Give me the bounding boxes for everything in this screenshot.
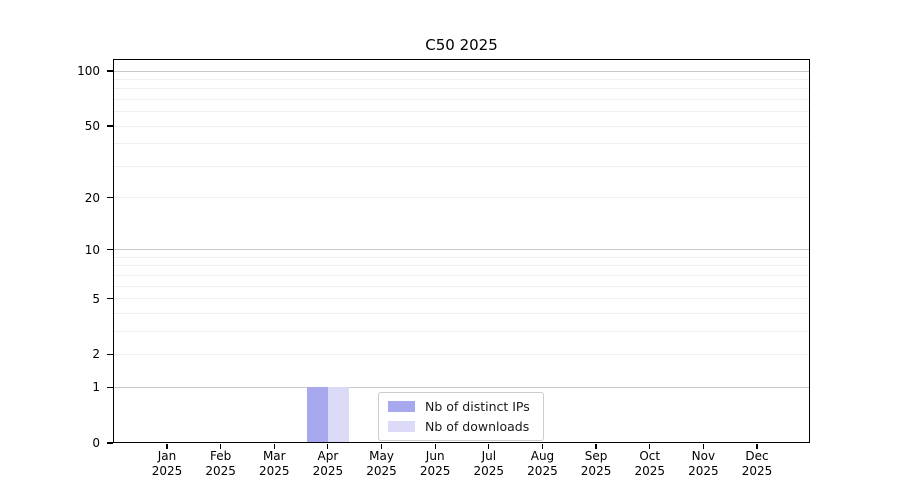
x-tick-label: Nov 2025 <box>688 449 719 478</box>
legend: Nb of distinct IPs Nb of downloads <box>378 392 544 441</box>
x-tick-label: Feb 2025 <box>205 449 236 478</box>
gridline-major <box>113 70 810 72</box>
y-tick-mark <box>107 386 113 388</box>
gridline-minor <box>113 330 810 332</box>
x-tick-mark <box>649 444 651 449</box>
y-tick-mark <box>107 353 113 356</box>
gridline-minor <box>113 165 810 167</box>
y-tick-label: 5 <box>92 291 100 306</box>
gridline-minor <box>113 312 810 314</box>
x-tick-mark <box>702 444 704 449</box>
gridline-major <box>113 386 810 388</box>
gridline-minor <box>113 285 810 287</box>
y-tick-mark <box>107 249 113 251</box>
x-tick-label: Mar 2025 <box>258 449 290 478</box>
y-tick-label: 50 <box>84 119 100 134</box>
y-tick-mark <box>107 442 113 444</box>
bar-nb-of-distinct-ips <box>306 387 328 443</box>
gridline-minor <box>113 274 810 276</box>
y-tick-mark <box>107 125 113 127</box>
gridline-minor <box>113 111 810 113</box>
gridline-minor <box>113 197 810 199</box>
x-tick-mark <box>756 444 758 449</box>
gridline-minor <box>113 88 810 90</box>
x-tick-label: Sep 2025 <box>580 449 612 478</box>
legend-item: Nb of distinct IPs <box>388 399 534 414</box>
x-tick-label: Dec 2025 <box>741 449 773 478</box>
x-tick-label: Aug 2025 <box>527 449 558 478</box>
gridline-major <box>113 249 810 251</box>
gridline-minor <box>113 125 810 127</box>
x-tick-mark <box>488 444 490 449</box>
x-tick-mark <box>273 444 275 449</box>
bar-nb-of-downloads <box>327 387 349 443</box>
x-tick-mark <box>166 444 168 449</box>
gridline-minor <box>113 265 810 267</box>
legend-swatch-nb-of-downloads <box>388 421 415 432</box>
gridline-minor <box>113 143 810 145</box>
x-tick-mark <box>434 444 436 449</box>
y-tick-mark <box>107 70 113 72</box>
x-tick-label: Jun 2025 <box>419 449 451 478</box>
y-tick-label: 0 <box>92 436 100 450</box>
y-tick-label: 2 <box>92 347 100 362</box>
x-tick-label: Oct 2025 <box>634 449 665 478</box>
y-tick-label: 100 <box>77 64 100 78</box>
x-tick-label: Apr 2025 <box>312 449 344 478</box>
x-tick-label: Jan 2025 <box>151 449 183 478</box>
legend-swatch-nb-of-distinct-ips <box>388 401 415 412</box>
y-tick-label: 1 <box>92 380 100 395</box>
legend-label: Nb of distinct IPs <box>425 399 530 414</box>
x-tick-label: May 2025 <box>366 449 397 478</box>
gridline-minor <box>113 78 810 80</box>
gridline-minor <box>113 353 810 355</box>
y-tick-label: 20 <box>84 190 100 205</box>
x-tick-mark <box>595 444 597 449</box>
x-tick-mark <box>220 444 222 449</box>
gridline-minor <box>113 98 810 100</box>
x-tick-mark <box>327 444 329 449</box>
y-tick-mark <box>107 297 113 300</box>
x-tick-mark <box>380 444 383 449</box>
gridline-minor <box>113 256 810 258</box>
y-tick-label: 10 <box>84 242 100 257</box>
x-tick-mark <box>541 444 544 449</box>
x-tick-label: Jul 2025 <box>473 449 505 478</box>
y-tick-mark <box>107 196 113 199</box>
legend-item: Nb of downloads <box>388 419 534 434</box>
gridline-minor <box>113 298 810 300</box>
legend-label: Nb of downloads <box>425 419 530 434</box>
chart-title: C50 2025 <box>425 36 498 54</box>
